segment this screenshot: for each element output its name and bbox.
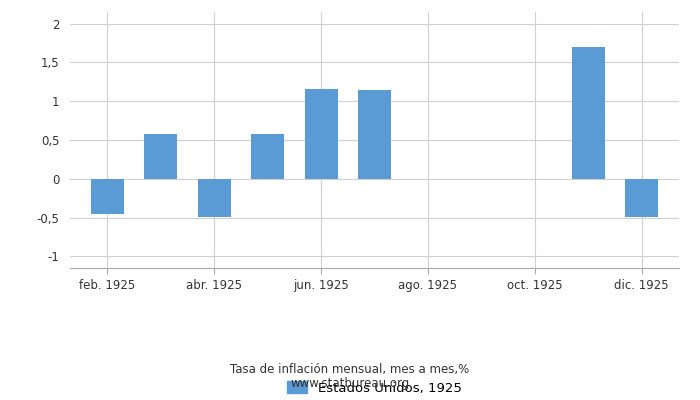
Text: Tasa de inflación mensual, mes a mes,%: Tasa de inflación mensual, mes a mes,% xyxy=(230,364,470,376)
Bar xyxy=(197,179,231,217)
Text: www.statbureau.org: www.statbureau.org xyxy=(290,378,410,390)
Legend: Estados Unidos, 1925: Estados Unidos, 1925 xyxy=(288,381,461,394)
Bar xyxy=(625,179,658,217)
Bar xyxy=(91,179,124,214)
Bar xyxy=(251,134,284,179)
Bar xyxy=(144,134,177,179)
Bar xyxy=(304,89,337,179)
Bar xyxy=(572,47,605,179)
Bar xyxy=(358,90,391,179)
